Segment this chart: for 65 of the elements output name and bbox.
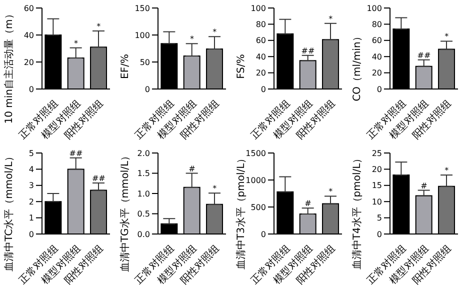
y-tick-label: 0 [376,230,382,239]
y-tick-label: 20 [372,165,382,174]
y-tick-label: 1500 [246,148,266,158]
y-tick-label: 4 [28,165,34,174]
y-tick-label: 10 [372,197,382,206]
y-tick-label: 100 [250,4,266,13]
annotation: ## [417,50,431,60]
y-axis-title: 血清中T3水平（pmol/L） [235,153,247,270]
annotation: * [96,22,101,31]
y-tick-label: 1 [28,214,34,223]
y-axis-title: EF/% [120,54,131,79]
annotation: # [420,181,428,190]
annotation: * [212,184,217,194]
y-tick-label: 40 [372,52,382,62]
y-tick-label: 80 [256,20,266,30]
annotation: ## [301,46,315,56]
y-tick-label: 20 [256,68,266,78]
y-tick-label: 60 [256,36,266,46]
y-tick-label: 3 [28,181,34,190]
annotation: * [444,166,449,176]
annotation: * [444,32,449,42]
y-tick-label: 0 [260,84,266,94]
y-tick-label: 0.5 [137,210,150,219]
y-tick-label: 150 [134,4,150,13]
annotation: * [328,14,333,24]
y-tick-label: 60 [24,4,34,13]
y-axis-title: FS/% [236,54,247,79]
y-tick-label: 0 [144,84,150,94]
y-tick-label: 0.0 [137,230,150,239]
y-tick-label: 0 [28,230,34,239]
y-tick-label: 5 [376,214,382,223]
annotation: # [304,199,312,208]
y-tick-label: 15 [372,181,382,190]
y-tick-label: 50 [140,58,150,67]
y-axis-title: 血清中TG水平（mmol/L） [119,150,131,272]
y-axis-title: 血清中T4水平（pmol/L） [351,153,363,270]
y-axis-title: 10 min自主活动量（m） [3,9,15,124]
y-tick-label: 80 [372,20,382,30]
annotation: # [188,164,196,174]
y-tick-label: 100 [134,30,150,40]
y-tick-label: 5 [28,148,34,158]
y-tick-label: 1.5 [137,169,150,178]
y-tick-label: 0 [28,84,34,94]
y-axis-title: CO（ml/min） [352,32,363,102]
y-tick-label: 0 [260,230,266,239]
y-tick-label: 40 [256,52,266,62]
annotation: ## [92,174,106,183]
annotation: ## [69,148,83,158]
y-tick-label: 20 [372,68,382,78]
y-tick-label: 1.0 [137,189,150,198]
y-tick-label: 2 [28,197,34,206]
y-tick-label: 40 [24,30,34,40]
annotation: * [190,34,194,44]
y-tick-label: 20 [24,58,34,67]
y-tick-label: 1000 [246,176,266,185]
y-tick-label: 2.0 [137,148,150,158]
y-tick-label: 100 [366,4,382,13]
y-tick-label: 500 [250,202,266,212]
y-tick-label: 25 [372,148,382,158]
y-tick-label: 0 [376,84,382,94]
y-axis-title: 血清中TC水平（mmol/L） [3,152,15,272]
y-tick-label: 60 [372,36,382,46]
annotation: * [212,28,217,37]
annotation: * [328,187,333,196]
annotation: * [74,38,78,48]
